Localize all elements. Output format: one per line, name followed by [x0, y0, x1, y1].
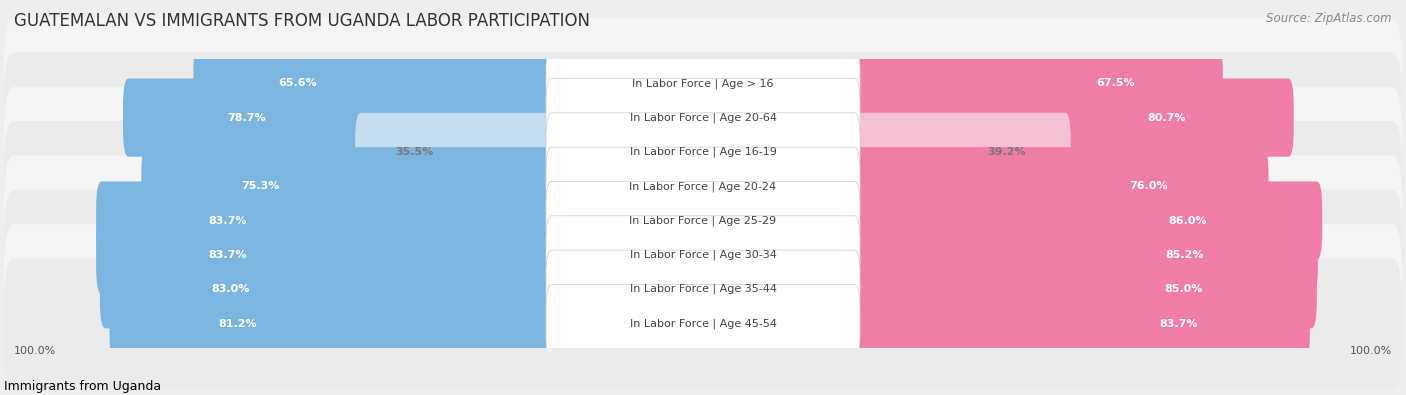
Text: In Labor Force | Age 20-24: In Labor Force | Age 20-24 [630, 181, 776, 192]
Text: 86.0%: 86.0% [1168, 216, 1206, 226]
Text: 100.0%: 100.0% [14, 346, 56, 356]
Text: In Labor Force | Age 20-64: In Labor Force | Age 20-64 [630, 112, 776, 123]
FancyBboxPatch shape [4, 53, 1402, 183]
Text: 39.2%: 39.2% [987, 147, 1025, 157]
FancyBboxPatch shape [546, 181, 860, 260]
Legend: Guatemalan, Immigrants from Uganda: Guatemalan, Immigrants from Uganda [0, 380, 162, 393]
Text: 67.5%: 67.5% [1097, 78, 1135, 88]
Text: 100.0%: 100.0% [1350, 346, 1392, 356]
FancyBboxPatch shape [110, 284, 557, 363]
Text: 78.7%: 78.7% [228, 113, 266, 122]
Text: In Labor Force | Age 16-19: In Labor Force | Age 16-19 [630, 147, 776, 157]
FancyBboxPatch shape [141, 147, 557, 226]
FancyBboxPatch shape [849, 44, 1223, 122]
FancyBboxPatch shape [546, 147, 860, 226]
FancyBboxPatch shape [849, 284, 1310, 363]
Text: 76.0%: 76.0% [1129, 181, 1168, 191]
Text: Source: ZipAtlas.com: Source: ZipAtlas.com [1267, 12, 1392, 25]
Text: 80.7%: 80.7% [1147, 113, 1187, 122]
FancyBboxPatch shape [356, 113, 557, 191]
Text: 83.7%: 83.7% [208, 216, 247, 226]
FancyBboxPatch shape [546, 44, 860, 122]
FancyBboxPatch shape [96, 181, 557, 260]
FancyBboxPatch shape [194, 44, 557, 122]
Text: 35.5%: 35.5% [395, 147, 433, 157]
Text: 83.7%: 83.7% [1159, 319, 1198, 329]
Text: In Labor Force | Age 30-34: In Labor Force | Age 30-34 [630, 250, 776, 260]
FancyBboxPatch shape [546, 216, 860, 294]
FancyBboxPatch shape [122, 79, 557, 157]
Text: In Labor Force | Age > 16: In Labor Force | Age > 16 [633, 78, 773, 88]
FancyBboxPatch shape [546, 113, 860, 191]
Text: In Labor Force | Age 25-29: In Labor Force | Age 25-29 [630, 215, 776, 226]
FancyBboxPatch shape [4, 224, 1402, 354]
FancyBboxPatch shape [4, 121, 1402, 252]
Text: 83.7%: 83.7% [208, 250, 247, 260]
FancyBboxPatch shape [4, 190, 1402, 320]
Text: 85.2%: 85.2% [1166, 250, 1204, 260]
FancyBboxPatch shape [849, 250, 1317, 328]
FancyBboxPatch shape [849, 181, 1322, 260]
FancyBboxPatch shape [546, 250, 860, 328]
Text: In Labor Force | Age 35-44: In Labor Force | Age 35-44 [630, 284, 776, 295]
Text: 85.0%: 85.0% [1164, 284, 1202, 294]
FancyBboxPatch shape [4, 18, 1402, 149]
FancyBboxPatch shape [546, 79, 860, 157]
FancyBboxPatch shape [100, 250, 557, 328]
FancyBboxPatch shape [849, 113, 1071, 191]
FancyBboxPatch shape [849, 79, 1294, 157]
FancyBboxPatch shape [849, 147, 1268, 226]
FancyBboxPatch shape [546, 284, 860, 363]
Text: GUATEMALAN VS IMMIGRANTS FROM UGANDA LABOR PARTICIPATION: GUATEMALAN VS IMMIGRANTS FROM UGANDA LAB… [14, 12, 591, 30]
FancyBboxPatch shape [4, 258, 1402, 389]
Text: 75.3%: 75.3% [240, 181, 280, 191]
FancyBboxPatch shape [96, 216, 557, 294]
FancyBboxPatch shape [4, 87, 1402, 217]
FancyBboxPatch shape [849, 216, 1317, 294]
Text: 65.6%: 65.6% [278, 78, 316, 88]
FancyBboxPatch shape [4, 155, 1402, 286]
Text: 81.2%: 81.2% [218, 319, 256, 329]
Text: In Labor Force | Age 45-54: In Labor Force | Age 45-54 [630, 318, 776, 329]
Text: 83.0%: 83.0% [211, 284, 249, 294]
